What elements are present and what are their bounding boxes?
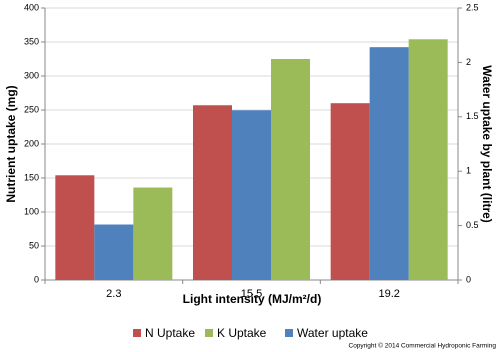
legend-text: Water uptake bbox=[297, 326, 368, 340]
y-tick-label: 350 bbox=[24, 36, 39, 46]
bar bbox=[369, 47, 409, 280]
bar bbox=[193, 105, 232, 281]
x-tick-label: 2.3 bbox=[106, 288, 121, 300]
bar bbox=[94, 224, 134, 280]
y2-tick-label: 1 bbox=[466, 166, 471, 176]
y-axis-title: Nutrient uptake (mg) bbox=[4, 85, 18, 202]
y2-axis-title: Water uptake by plant (litre) bbox=[480, 65, 494, 223]
y-tick-label: 100 bbox=[24, 206, 39, 216]
y2-tick-label: 2.5 bbox=[466, 2, 479, 12]
y-tick-label: 150 bbox=[24, 172, 39, 182]
y2-tick-label: 0.5 bbox=[466, 220, 479, 230]
legend-text: N Uptake bbox=[145, 326, 195, 340]
y2-tick-label: 0 bbox=[466, 274, 471, 284]
legend-swatch bbox=[285, 329, 293, 337]
copyright: Copyright © 2014 Commercial Hydroponic F… bbox=[349, 342, 497, 350]
y-tick-label: 50 bbox=[29, 240, 39, 250]
bar bbox=[133, 187, 173, 280]
bar bbox=[55, 175, 95, 280]
x-tick-label: 15.5 bbox=[241, 288, 262, 300]
y-tick-label: 300 bbox=[24, 70, 39, 80]
bar bbox=[271, 59, 310, 280]
x-tick-label: 19.2 bbox=[378, 288, 399, 300]
y-tick-label: 200 bbox=[24, 138, 39, 148]
y2-tick-label: 1.5 bbox=[466, 111, 479, 121]
legend-swatch bbox=[133, 329, 141, 337]
bar bbox=[330, 103, 370, 280]
legend-swatch bbox=[205, 329, 213, 337]
y-tick-label: 0 bbox=[34, 274, 39, 284]
bar bbox=[408, 39, 448, 280]
legend-text: K Uptake bbox=[217, 326, 267, 340]
x-axis-title: Light intensity (MJ/m²/d) bbox=[183, 292, 322, 306]
y2-tick-label: 2 bbox=[466, 57, 471, 67]
y-tick-label: 400 bbox=[24, 2, 39, 12]
y-tick-label: 250 bbox=[24, 104, 39, 114]
bar bbox=[232, 110, 271, 280]
